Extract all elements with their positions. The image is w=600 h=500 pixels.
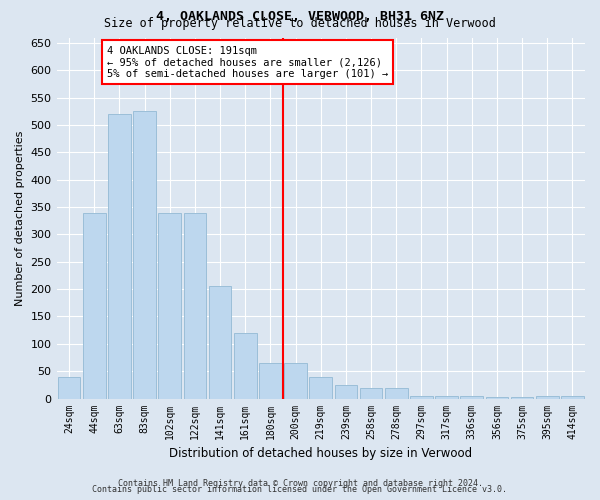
Bar [435,396,458,398]
Bar [410,396,433,398]
Bar [385,388,407,398]
Text: Size of property relative to detached houses in Verwood: Size of property relative to detached ho… [104,18,496,30]
Bar [536,396,559,398]
Bar [209,286,232,399]
Bar [83,212,106,398]
Bar [284,363,307,398]
Bar [360,388,382,398]
Bar [335,385,357,398]
Bar [133,112,156,399]
Bar [108,114,131,399]
Bar [184,212,206,398]
Bar [561,396,584,398]
Bar [58,376,80,398]
Text: Contains HM Land Registry data © Crown copyright and database right 2024.: Contains HM Land Registry data © Crown c… [118,478,482,488]
Text: 4 OAKLANDS CLOSE: 191sqm
← 95% of detached houses are smaller (2,126)
5% of semi: 4 OAKLANDS CLOSE: 191sqm ← 95% of detach… [107,46,388,79]
Bar [234,333,257,398]
Text: Contains public sector information licensed under the Open Government Licence v3: Contains public sector information licen… [92,485,508,494]
Bar [511,397,533,398]
X-axis label: Distribution of detached houses by size in Verwood: Distribution of detached houses by size … [169,447,472,460]
Bar [460,396,483,398]
Text: 4, OAKLANDS CLOSE, VERWOOD, BH31 6NZ: 4, OAKLANDS CLOSE, VERWOOD, BH31 6NZ [156,10,444,23]
Bar [485,397,508,398]
Y-axis label: Number of detached properties: Number of detached properties [15,130,25,306]
Bar [310,376,332,398]
Bar [158,212,181,398]
Bar [259,363,282,398]
